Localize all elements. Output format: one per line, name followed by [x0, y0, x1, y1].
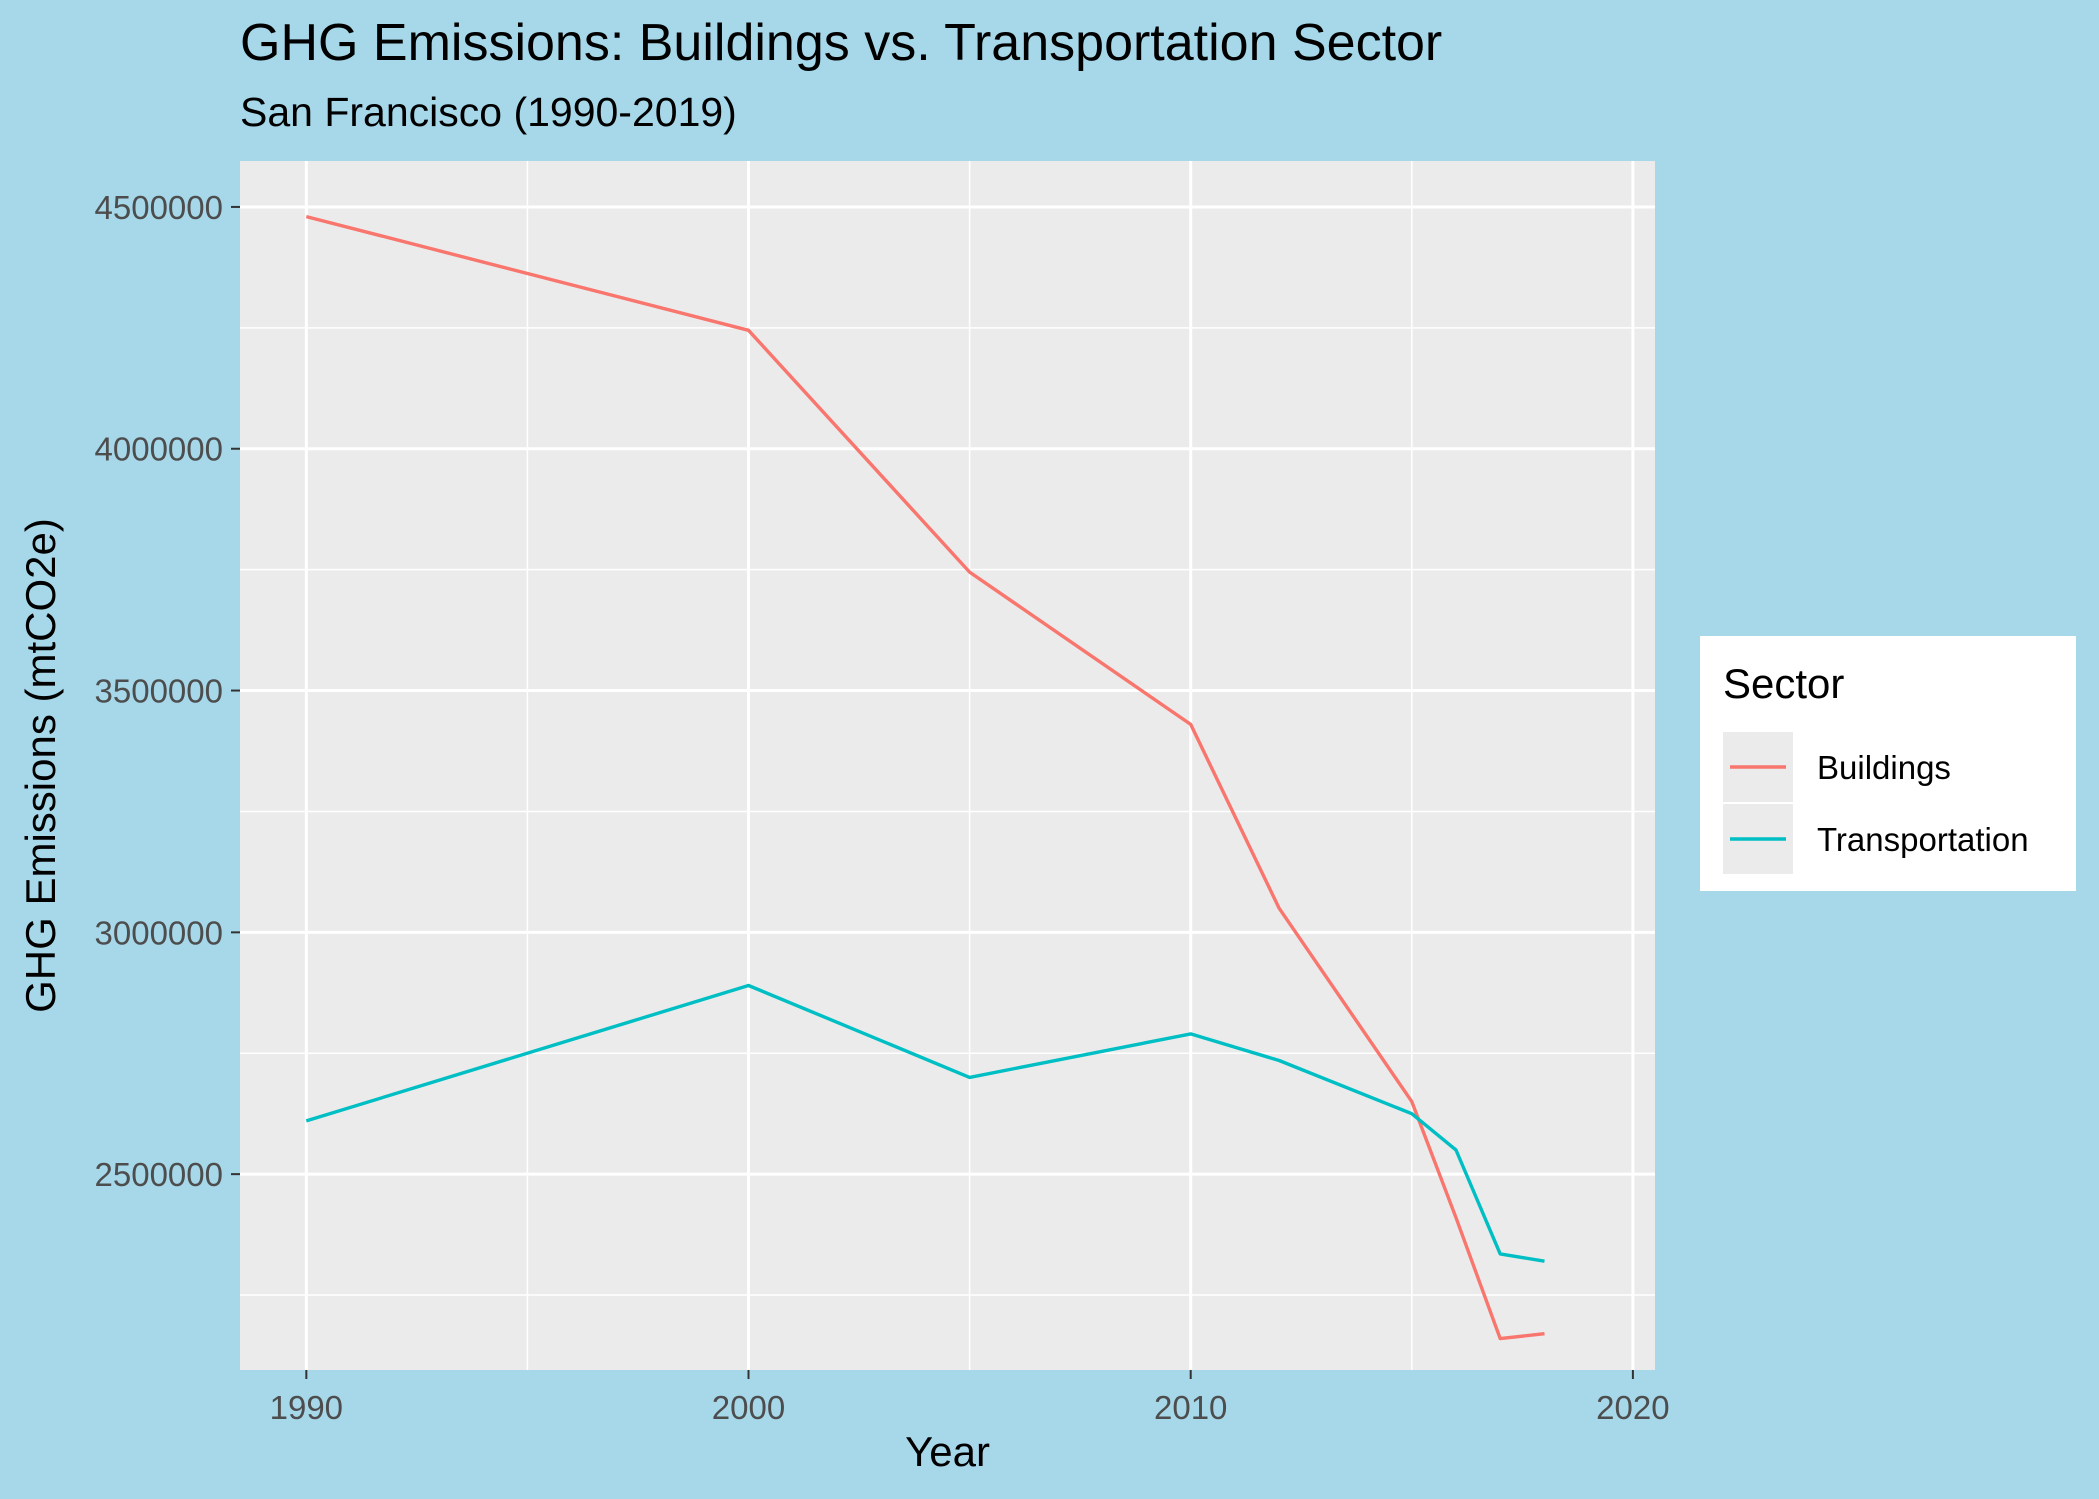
- plot-panel: [240, 161, 1655, 1370]
- y-tick-label: 2500000: [95, 1156, 223, 1193]
- series-line-transportation: [305, 983, 1545, 1263]
- x-tick-label: 1990: [270, 1389, 343, 1426]
- y-tick-label: 4500000: [95, 189, 223, 226]
- y-tick-label: 4000000: [95, 431, 223, 468]
- y-tick-label: 3000000: [95, 914, 223, 951]
- x-tick-label: 2000: [712, 1389, 785, 1426]
- x-tick-label: 2020: [1596, 1389, 1669, 1426]
- y-tick-label: 3500000: [95, 673, 223, 710]
- legend-title: Sector: [1723, 660, 1844, 707]
- legend-items: Buildings Transportation: [1723, 732, 2029, 874]
- axes: 1990 2000 2010 2020 2500000 3000000 3500000 400…: [95, 189, 1670, 1426]
- series-lines: [305, 214, 1545, 1341]
- x-axis-title: Year: [905, 1428, 990, 1475]
- legend: Sector Buildings Transportation: [1700, 636, 2076, 891]
- legend-label-buildings: Buildings: [1817, 749, 1951, 786]
- gridlines: [240, 161, 1655, 1370]
- x-tick-label: 2010: [1154, 1389, 1227, 1426]
- series-line-buildings: [305, 214, 1545, 1341]
- legend-label-transportation: Transportation: [1817, 821, 2029, 858]
- y-axis-title: GHG Emissions (mtCO2e): [17, 518, 64, 1013]
- chart-title: GHG Emissions: Buildings vs. Transportat…: [240, 14, 1442, 72]
- chart-subtitle: San Francisco (1990-2019): [240, 89, 737, 135]
